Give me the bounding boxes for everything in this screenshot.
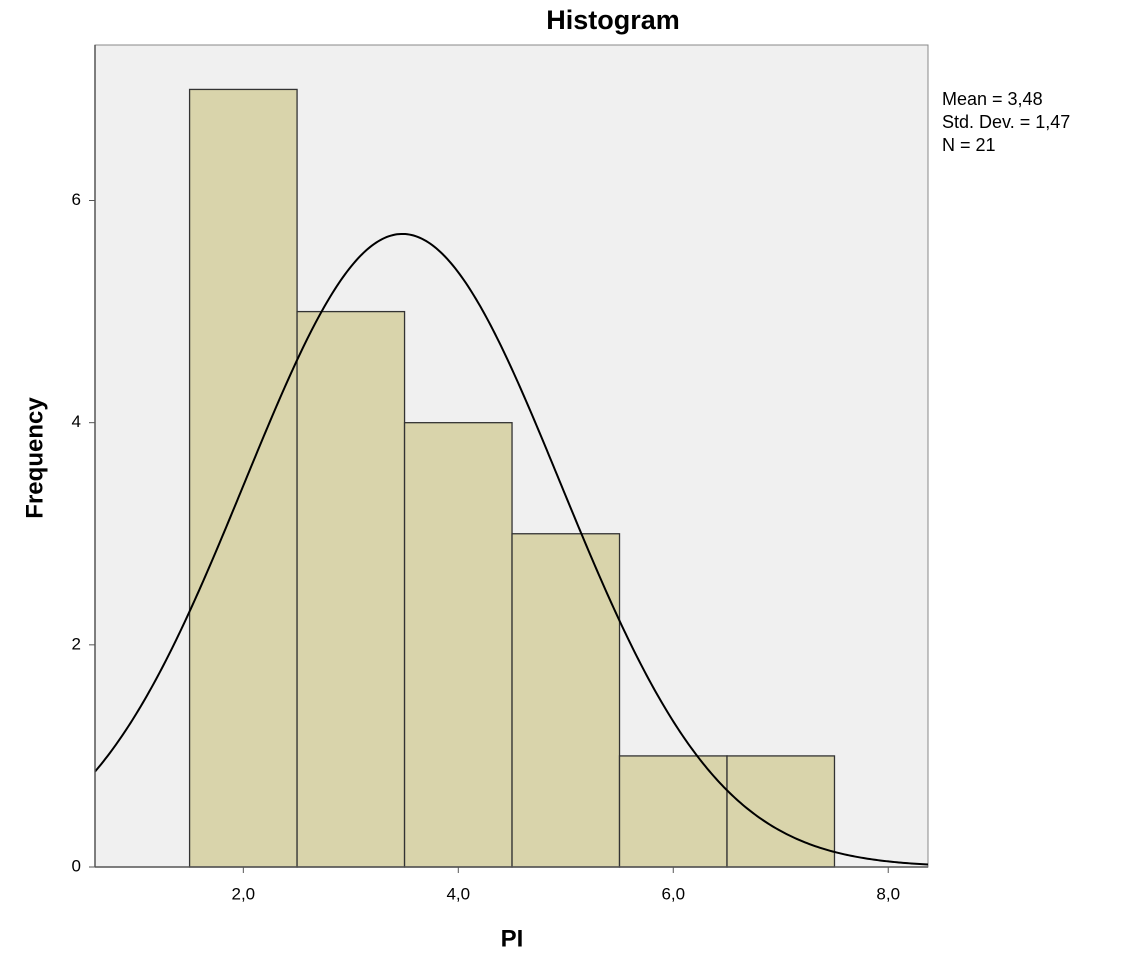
bar <box>188 88 298 868</box>
bar <box>618 755 728 868</box>
chart-title: Histogram <box>546 5 680 35</box>
bar <box>403 422 513 868</box>
y-tick-label: 0 <box>72 856 81 875</box>
bar <box>511 533 621 868</box>
stat-label: N = 21 <box>942 135 996 155</box>
y-tick-label: 4 <box>72 412 81 431</box>
stat-label: Mean = 3,48 <box>942 89 1043 109</box>
x-tick-label: 6,0 <box>661 884 685 903</box>
stat-label: Std. Dev. = 1,47 <box>942 112 1070 132</box>
normal-curve <box>95 232 928 866</box>
bar <box>726 755 836 868</box>
y-axis-label: Frequency <box>21 397 48 519</box>
x-axis-label: PI <box>501 925 524 952</box>
x-tick-label: 4,0 <box>446 884 470 903</box>
y-tick-label: 2 <box>72 634 81 653</box>
x-tick-label: 2,0 <box>232 884 256 903</box>
x-tick-label: 8,0 <box>876 884 900 903</box>
bar <box>296 310 406 868</box>
y-tick-label: 6 <box>72 190 81 209</box>
